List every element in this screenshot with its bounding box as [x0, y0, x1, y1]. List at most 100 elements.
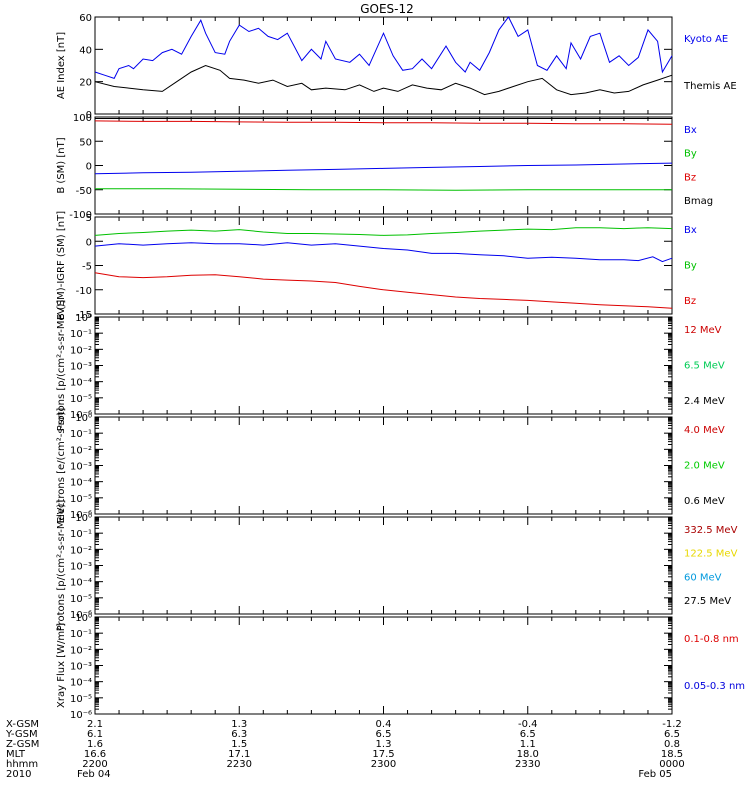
axis-row-label: hhmm: [6, 759, 38, 770]
axis-row-label: Y-GSM: [5, 729, 38, 740]
series-bx: [94, 242, 673, 263]
axis-row-value: 1.5: [231, 739, 247, 750]
panel-3: -15 -10 -5 0 5 B (SM)-IGRF (SM) [nT] Bx By Bz: [56, 211, 697, 321]
panel-1: 0 20 40 60 AE Index [nT] Kyoto AE Themis AE: [56, 13, 737, 121]
y-tick-label: -10: [76, 286, 92, 297]
y-tick-label: 10⁻¹: [70, 629, 92, 640]
axis-row-value: 6.5: [376, 729, 392, 740]
legend-bmag: Bmag: [684, 196, 713, 207]
legend-bx: Bx: [684, 225, 697, 236]
axis-row-value: 17.1: [228, 749, 250, 760]
axis-row-value: 2.1: [87, 719, 103, 730]
y-tick-label: 60: [79, 13, 92, 24]
y-tick-label: 10⁻¹: [70, 329, 92, 340]
axis-row-value: Feb 04: [77, 769, 111, 780]
series-bz: [94, 120, 673, 125]
y-tick-label: 10⁻²: [70, 645, 92, 656]
panel-frame: [94, 316, 673, 415]
y-tick-label: 10⁻⁵: [70, 494, 92, 505]
y-tick-label: 10⁻³: [70, 562, 92, 573]
y-tick-label: 10⁻³: [70, 462, 92, 473]
panel-frame: [94, 616, 673, 715]
y-tick-label: 10⁻³: [70, 662, 92, 673]
y-axis-label: AE Index [nT]: [56, 32, 67, 99]
y-axis-label: Protons [p/(cm²-s-sr-MeV)]: [56, 500, 67, 632]
y-tick-label: 10⁻⁵: [70, 694, 92, 705]
y-tick-label: 10⁰: [75, 313, 92, 324]
axis-row-value: 6.1: [87, 729, 103, 740]
legend-0-1-0-8-nm: 0.1-0.8 nm: [684, 634, 739, 645]
legend-12-mev: 12 MeV: [684, 325, 722, 336]
legend-by: By: [684, 261, 697, 272]
panel-frame: [94, 116, 673, 215]
y-tick-label: 0: [86, 162, 92, 173]
axis-row-value: 6.3: [231, 729, 247, 740]
y-tick-label: 10⁰: [75, 613, 92, 624]
y-tick-label: 10⁻¹: [70, 529, 92, 540]
series-bx: [94, 162, 673, 175]
y-tick-label: 10⁰: [75, 513, 92, 524]
y-tick-label: 10⁻⁴: [70, 678, 92, 689]
panel-5: 10⁻⁶ 10⁻⁵ 10⁻⁴ 10⁻³ 10⁻² 10⁻¹ 10⁰ Electrons [e/…: [56, 408, 725, 524]
y-tick-label: 10⁻⁴: [70, 578, 92, 589]
y-axis-label: B (SM) [nT]: [56, 137, 67, 193]
legend-60-mev: 60 MeV: [684, 572, 722, 583]
y-tick-label: 10⁻²: [70, 345, 92, 356]
y-tick-label: 10⁻³: [70, 362, 92, 373]
y-tick-label: 10⁻⁵: [70, 394, 92, 405]
panel-frame: [94, 216, 673, 315]
legend-kyoto-ae: Kyoto AE: [684, 34, 728, 45]
axis-row-value: -1.2: [662, 719, 682, 730]
axis-row-value: 0.4: [376, 719, 392, 730]
y-tick-label: 10⁻⁶: [70, 410, 92, 421]
axis-row-label: MLT: [6, 749, 26, 760]
y-tick-label: 100: [73, 113, 92, 124]
series-themis-ae: [94, 64, 673, 96]
y-tick-label: 10⁻⁵: [70, 594, 92, 605]
y-axis-label: Xray Flux [W/m²]: [56, 623, 67, 708]
y-tick-label: 50: [79, 137, 92, 148]
y-tick-label: 10⁻⁴: [70, 378, 92, 389]
series-by: [95, 188, 672, 191]
y-tick-label: 0: [86, 110, 92, 121]
y-tick-label: 10⁻¹: [70, 429, 92, 440]
panel-6: 10⁻⁶ 10⁻⁵ 10⁻⁴ 10⁻³ 10⁻² 10⁻¹ 10⁰ Protons [p/(c…: [56, 500, 738, 632]
axis-row-value: 18.5: [661, 749, 683, 760]
axis-row-value: 18.0: [517, 749, 539, 760]
legend-332-5-mev: 332.5 MeV: [684, 525, 738, 536]
axis-row-value: 17.5: [372, 749, 394, 760]
legend-bz: Bz: [684, 172, 696, 183]
legend-themis-ae: Themis AE: [683, 81, 737, 92]
axis-row-value: 1.6: [87, 739, 103, 750]
axis-row-value: 2230: [227, 759, 252, 770]
y-tick-label: 10⁻²: [70, 445, 92, 456]
y-tick-label: -15: [76, 310, 92, 321]
legend-0-05-0-3-nm: 0.05-0.3 nm: [684, 681, 745, 692]
legend-by: By: [684, 149, 697, 160]
panel-7: 10⁻⁶ 10⁻⁵ 10⁻⁴ 10⁻³ 10⁻² 10⁻¹ 10⁰ Xray Flux [W/…: [56, 613, 745, 721]
y-tick-label: 10⁰: [75, 413, 92, 424]
y-tick-label: 10⁻²: [70, 545, 92, 556]
axis-row-value: 0000: [659, 759, 684, 770]
y-tick-label: 10⁻⁴: [70, 478, 92, 489]
legend-4-0-mev: 4.0 MeV: [684, 425, 725, 436]
y-tick-label: 10⁻⁶: [70, 610, 92, 621]
legend-bx: Bx: [684, 125, 697, 136]
y-tick-label: 5: [86, 213, 92, 224]
axis-row-value: 0.8: [664, 739, 680, 750]
y-axis-label: Protons [p/(cm²-s-sr-MeV)]: [56, 300, 67, 432]
legend-2-0-mev: 2.0 MeV: [684, 461, 725, 472]
legend-27-5-mev: 27.5 MeV: [684, 596, 731, 607]
y-tick-label: -5: [82, 262, 92, 273]
axis-row-value: 1.3: [231, 719, 247, 730]
axis-row-label: Z-GSM: [6, 739, 39, 750]
plot-title: GOES-12: [360, 2, 414, 16]
y-tick-label: 20: [79, 78, 92, 89]
axis-row-value: 2200: [82, 759, 107, 770]
axis-row-value: 16.6: [84, 749, 106, 760]
y-tick-label: -100: [69, 210, 92, 221]
y-tick-label: 0: [86, 237, 92, 248]
legend-bz: Bz: [684, 296, 696, 307]
